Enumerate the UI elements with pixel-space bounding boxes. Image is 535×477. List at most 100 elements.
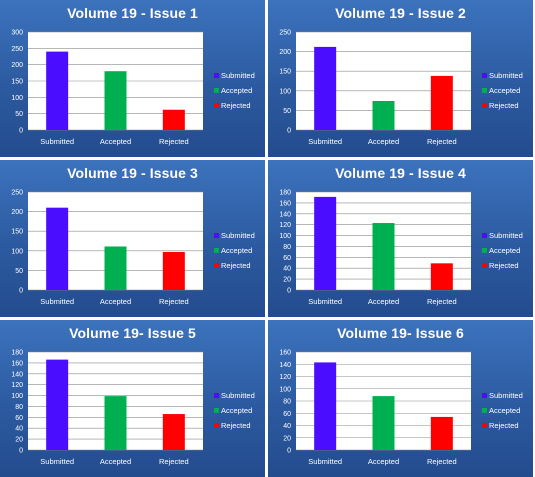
legend-item: Rejected bbox=[214, 259, 265, 274]
legend-item: Accepted bbox=[482, 84, 533, 99]
legend-item: Rejected bbox=[482, 419, 533, 434]
x-tick-label: Accepted bbox=[100, 137, 131, 146]
legend-item: Rejected bbox=[482, 99, 533, 114]
y-tick-label: 50 bbox=[15, 111, 23, 118]
legend-item: Submitted bbox=[214, 69, 265, 84]
y-tick-label: 140 bbox=[11, 371, 23, 378]
x-tick-label: Rejected bbox=[159, 457, 189, 466]
y-tick-label: 160 bbox=[279, 200, 291, 207]
bar-rejected bbox=[162, 109, 185, 130]
y-tick-label: 60 bbox=[283, 411, 291, 418]
y-tick-label: 80 bbox=[15, 404, 23, 411]
y-tick-label: 100 bbox=[279, 386, 291, 393]
legend-item: Rejected bbox=[214, 419, 265, 434]
legend-item: Submitted bbox=[482, 69, 533, 84]
legend-swatch bbox=[482, 233, 487, 238]
y-tick-label: 40 bbox=[283, 266, 291, 273]
y-tick-label: 180 bbox=[11, 350, 23, 357]
y-tick-label: 50 bbox=[283, 108, 291, 115]
y-tick-label: 0 bbox=[287, 448, 291, 455]
x-tick-label: Submitted bbox=[40, 457, 74, 466]
legend: Submitted Accepted Rejected bbox=[214, 389, 265, 434]
y-tick-label: 160 bbox=[11, 360, 23, 367]
legend: Submitted Accepted Rejected bbox=[214, 229, 265, 274]
legend: Submitted Accepted Rejected bbox=[482, 229, 533, 274]
chart-title: Volume 19- Issue 5 bbox=[69, 325, 196, 341]
bar-accepted bbox=[372, 223, 395, 290]
y-tick-label: 150 bbox=[279, 69, 291, 76]
legend-swatch bbox=[482, 248, 487, 253]
legend: Submitted Accepted Rejected bbox=[482, 69, 533, 114]
y-tick-label: 40 bbox=[283, 423, 291, 430]
y-tick-label: 0 bbox=[19, 288, 23, 295]
legend-swatch bbox=[482, 408, 487, 413]
y-tick-label: 250 bbox=[11, 46, 23, 53]
chart-panel: Volume 19 - Issue 3 0 50 100 150 200 250 Submit… bbox=[0, 160, 265, 317]
legend-swatch bbox=[482, 423, 487, 428]
legend-label: Rejected bbox=[489, 101, 519, 110]
y-tick-label: 0 bbox=[19, 128, 23, 135]
legend-label: Rejected bbox=[489, 421, 519, 430]
chart-panel: Volume 19 - Issue 2 0 50 100 150 200 250 Submit… bbox=[268, 0, 533, 157]
legend-label: Submitted bbox=[221, 391, 255, 400]
x-tick-label: Submitted bbox=[40, 137, 74, 146]
x-tick-label: Rejected bbox=[159, 297, 189, 306]
legend-label: Accepted bbox=[489, 86, 521, 95]
legend-label: Accepted bbox=[489, 406, 521, 415]
y-tick-label: 100 bbox=[11, 248, 23, 255]
bar-submitted bbox=[314, 196, 337, 290]
x-tick-label: Accepted bbox=[100, 457, 131, 466]
chart-panel: Volume 19 - Issue 1 0 50 100 150 200 250 300 Sub… bbox=[0, 0, 265, 157]
x-tick-label: Rejected bbox=[159, 137, 189, 146]
legend-item: Accepted bbox=[482, 404, 533, 419]
bar-chart: 0 20 40 60 80 100 120 140 160 Submitted Accepted Re… bbox=[279, 350, 471, 466]
chart-panel: Volume 19- Issue 5 0 20 40 60 80 100 120 140 160 1… bbox=[0, 320, 265, 477]
bar-chart: 0 50 100 150 200 250 Submitted Accepted Rejected bbox=[279, 30, 471, 146]
y-tick-label: 150 bbox=[11, 79, 23, 86]
y-tick-label: 60 bbox=[15, 415, 23, 422]
y-tick-label: 80 bbox=[283, 244, 291, 251]
legend-item: Submitted bbox=[482, 389, 533, 404]
bar-accepted bbox=[104, 396, 127, 450]
legend-label: Rejected bbox=[221, 101, 251, 110]
legend-item: Submitted bbox=[214, 389, 265, 404]
y-tick-label: 200 bbox=[11, 62, 23, 69]
legend-swatch bbox=[214, 393, 219, 398]
y-tick-label: 80 bbox=[283, 399, 291, 406]
y-tick-label: 140 bbox=[279, 211, 291, 218]
legend-label: Accepted bbox=[221, 246, 253, 255]
legend-swatch bbox=[214, 103, 219, 108]
y-tick-label: 160 bbox=[279, 350, 291, 357]
legend-label: Rejected bbox=[489, 261, 519, 270]
legend-item: Accepted bbox=[214, 244, 265, 259]
legend-label: Accepted bbox=[221, 86, 253, 95]
legend-item: Rejected bbox=[214, 99, 265, 114]
bar-accepted bbox=[372, 396, 395, 450]
y-tick-label: 300 bbox=[11, 30, 23, 37]
legend-swatch bbox=[214, 88, 219, 93]
bar-rejected bbox=[430, 263, 453, 290]
chart-panel: Volume 19- Issue 6 0 20 40 60 80 100 120 140 160 S… bbox=[268, 320, 533, 477]
chart-title: Volume 19 - Issue 2 bbox=[335, 5, 466, 21]
x-tick-label: Submitted bbox=[308, 457, 342, 466]
bar-submitted bbox=[314, 46, 337, 131]
bar-chart: 0 20 40 60 80 100 120 140 160 180 Submitted Accepte… bbox=[11, 350, 203, 466]
x-tick-label: Accepted bbox=[100, 297, 131, 306]
y-tick-label: 100 bbox=[11, 95, 23, 102]
legend-swatch bbox=[214, 423, 219, 428]
legend-item: Submitted bbox=[482, 229, 533, 244]
legend-label: Submitted bbox=[489, 71, 523, 80]
legend-swatch bbox=[214, 248, 219, 253]
y-tick-label: 20 bbox=[283, 277, 291, 284]
bar-accepted bbox=[104, 71, 127, 130]
legend-swatch bbox=[482, 73, 487, 78]
chart-title: Volume 19- Issue 6 bbox=[337, 325, 464, 341]
y-tick-label: 200 bbox=[11, 209, 23, 216]
y-tick-label: 140 bbox=[279, 362, 291, 369]
y-tick-label: 180 bbox=[279, 190, 291, 197]
bar-accepted bbox=[372, 100, 395, 130]
y-tick-label: 60 bbox=[283, 255, 291, 262]
legend-label: Submitted bbox=[489, 231, 523, 240]
bar-submitted bbox=[314, 362, 337, 450]
legend-swatch bbox=[482, 393, 487, 398]
